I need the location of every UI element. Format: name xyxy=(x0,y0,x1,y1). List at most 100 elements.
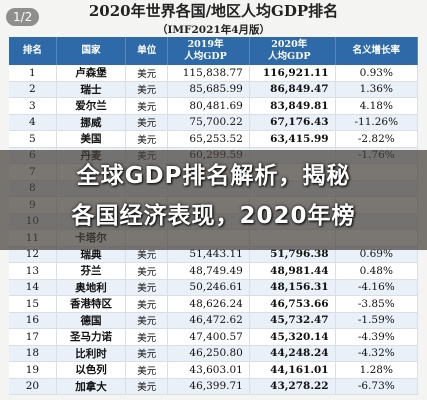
cell-unit: 美元 xyxy=(125,279,169,296)
cell-rank: 1 xyxy=(9,65,57,82)
cell-growth: 4.18% xyxy=(335,97,419,115)
column-header-gdp-2020: 2020年 人均GDP xyxy=(249,37,336,65)
cell-gdp-2019: 50,246.61 xyxy=(167,279,250,296)
banner-line-1: 全球GDP排名解析，揭秘 xyxy=(76,163,351,189)
cell-unit: 美元 xyxy=(125,81,169,98)
cell-gdp-2019: 46,250.80 xyxy=(167,345,250,362)
cell-gdp-2020: 86,849.47 xyxy=(249,81,336,98)
cell-country: 瑞士 xyxy=(56,81,127,98)
cell-gdp-2019: 46,399.71 xyxy=(167,378,250,395)
table-row: 20 加拿大 美元 46,399.71 43,278.22 -6.73% xyxy=(9,378,419,395)
cell-growth: 0.69% xyxy=(335,246,419,263)
table-row: 18 比利时 美元 46,250.80 44,248.24 -4.32% xyxy=(9,345,419,362)
cell-rank: 20 xyxy=(9,378,57,395)
cell-country: 芬兰 xyxy=(56,262,127,280)
cell-gdp-2019: 85,685.99 xyxy=(167,81,250,98)
table-row: 15 香港特区 美元 48,626.24 46,753.66 -3.85% xyxy=(9,295,419,313)
cell-unit: 美元 xyxy=(125,295,169,313)
banner-headline: 全球GDP排名解析，揭秘 各国经济表现，2020年榜 xyxy=(0,156,427,236)
cell-rank: 12 xyxy=(9,246,57,263)
cell-country: 以色列 xyxy=(56,361,127,379)
cell-growth: -11.26% xyxy=(335,114,419,131)
cell-growth: -4.16% xyxy=(335,279,419,296)
cell-growth: -4.39% xyxy=(335,328,419,346)
header-gdp-2020-text: 2020年 人均GDP xyxy=(267,39,311,62)
cell-gdp-2019: 43,603.01 xyxy=(167,361,250,379)
table-row: 14 奥地利 美元 50,246.61 48,156.31 -4.16% xyxy=(9,279,419,296)
banner-overlay xyxy=(0,150,427,250)
cell-growth: -6.73% xyxy=(335,378,419,395)
page-subtitle: （IMF2021年4月版） xyxy=(156,24,271,36)
cell-gdp-2020: 51,796.38 xyxy=(249,246,336,263)
cell-growth: -2.82% xyxy=(335,130,419,148)
cell-country: 挪威 xyxy=(56,114,127,131)
cell-unit: 美元 xyxy=(125,312,169,329)
cell-gdp-2020: 45,732.47 xyxy=(249,312,336,329)
cell-gdp-2020: 48,981.44 xyxy=(249,262,336,280)
cell-rank: 3 xyxy=(9,97,57,115)
cell-gdp-2020: 44,248.24 xyxy=(249,345,336,362)
table-row: 4 挪威 美元 75,700.22 67,176.43 -11.26% xyxy=(9,114,419,131)
table-row: 12 瑞典 美元 51,443.11 51,796.38 0.69% xyxy=(9,246,419,263)
image-counter: 1/2 xyxy=(6,8,40,26)
cell-country: 奥地利 xyxy=(56,279,127,296)
cell-unit: 美元 xyxy=(125,246,169,263)
table-row: 16 德国 美元 46,472.62 45,732.47 -1.59% xyxy=(9,312,419,329)
cell-gdp-2020: 44,161.01 xyxy=(249,361,336,379)
cell-rank: 5 xyxy=(9,130,57,148)
cell-gdp-2020: 116,921.11 xyxy=(249,65,336,82)
cell-unit: 美元 xyxy=(125,378,169,395)
cell-growth: 1.36% xyxy=(335,81,419,98)
cell-country: 瑞典 xyxy=(56,246,127,263)
table-row: 19 以色列 美元 43,603.01 44,161.01 1.28% xyxy=(9,361,419,379)
cell-gdp-2019: 48,626.24 xyxy=(167,295,250,313)
cell-gdp-2020: 67,176.43 xyxy=(249,114,336,131)
header-gdp-2019-text: 2019年 人均GDP xyxy=(184,39,227,62)
column-header-rank: 排名 xyxy=(9,37,57,65)
column-header-growth: 名义增长率 xyxy=(335,37,419,65)
cell-growth: 0.93% xyxy=(335,65,419,82)
table-row: 3 爱尔兰 美元 80,481.69 83,849.81 4.18% xyxy=(9,97,419,115)
cell-unit: 美元 xyxy=(125,262,169,280)
table-row: 5 美国 美元 65,253.52 63,415.99 -2.82% xyxy=(9,130,419,148)
cell-unit: 美元 xyxy=(125,114,169,131)
cell-gdp-2019: 80,481.69 xyxy=(167,97,250,115)
column-header-gdp-2019: 2019年 人均GDP xyxy=(167,37,250,65)
cell-rank: 15 xyxy=(9,295,57,313)
table-row: 1 卢森堡 美元 115,838.77 116,921.11 0.93% xyxy=(9,65,419,82)
cell-country: 香港特区 xyxy=(56,295,127,313)
cell-unit: 美元 xyxy=(125,345,169,362)
table-row: 2 瑞士 美元 85,685.99 86,849.47 1.36% xyxy=(9,81,419,98)
cell-gdp-2019: 75,700.22 xyxy=(167,114,250,131)
cell-country: 圣马力诺 xyxy=(56,328,127,346)
column-header-unit: 单位 xyxy=(125,37,169,65)
cell-country: 卢森堡 xyxy=(56,65,127,82)
cell-unit: 美元 xyxy=(125,130,169,148)
cell-growth: 1.28% xyxy=(335,361,419,379)
cell-growth: -3.85% xyxy=(335,295,419,313)
cell-gdp-2019: 51,443.11 xyxy=(167,246,250,263)
cell-gdp-2020: 63,415.99 xyxy=(249,130,336,148)
cell-gdp-2020: 46,753.66 xyxy=(249,295,336,313)
cell-growth: 0.48% xyxy=(335,262,419,280)
cell-gdp-2019: 46,472.62 xyxy=(167,312,250,329)
cell-unit: 美元 xyxy=(125,65,169,82)
cell-gdp-2020: 43,278.22 xyxy=(249,378,336,395)
cell-rank: 2 xyxy=(9,81,57,98)
cell-gdp-2019: 115,838.77 xyxy=(167,65,250,82)
cell-growth: -1.59% xyxy=(335,312,419,329)
cell-gdp-2020: 45,320.14 xyxy=(249,328,336,346)
cell-rank: 13 xyxy=(9,262,57,280)
cell-gdp-2020: 48,156.31 xyxy=(249,279,336,296)
cell-rank: 16 xyxy=(9,312,57,329)
cell-rank: 18 xyxy=(9,345,57,362)
cell-unit: 美元 xyxy=(125,97,169,115)
page-title: 2020年世界各国/地区人均GDP排名 xyxy=(88,2,339,20)
banner-line-2: 各国经济表现，2020年榜 xyxy=(71,203,356,229)
cell-unit: 美元 xyxy=(125,328,169,346)
cell-country: 比利时 xyxy=(56,345,127,362)
cell-gdp-2019: 48,749.49 xyxy=(167,262,250,280)
cell-growth: -4.32% xyxy=(335,345,419,362)
table-row: 13 芬兰 美元 48,749.49 48,981.44 0.48% xyxy=(9,262,419,280)
